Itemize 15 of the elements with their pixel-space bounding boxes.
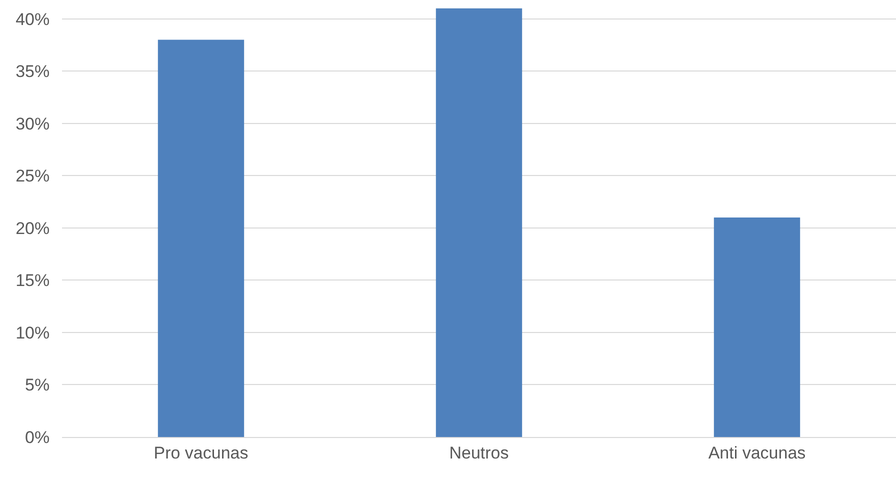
y-tick-label: 0% bbox=[25, 428, 50, 447]
x-tick-label: Anti vacunas bbox=[708, 443, 806, 462]
bar bbox=[714, 217, 800, 437]
y-tick-label: 20% bbox=[16, 218, 50, 238]
y-tick-label: 30% bbox=[16, 114, 50, 134]
y-tick-label: 10% bbox=[16, 323, 50, 342]
x-tick-label: Neutros bbox=[449, 443, 509, 462]
y-tick-label: 5% bbox=[25, 376, 50, 395]
y-tick-label: 35% bbox=[16, 62, 50, 82]
y-tick-label: 15% bbox=[16, 271, 50, 290]
bar bbox=[158, 40, 244, 437]
bar bbox=[436, 8, 522, 437]
y-tick-label: 40% bbox=[16, 10, 50, 29]
x-tick-label: Pro vacunas bbox=[154, 443, 248, 462]
y-tick-label: 25% bbox=[16, 166, 50, 186]
